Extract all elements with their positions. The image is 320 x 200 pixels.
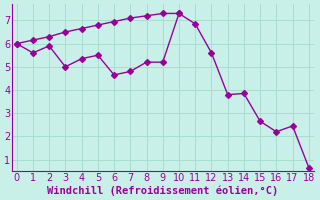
X-axis label: Windchill (Refroidissement éolien,°C): Windchill (Refroidissement éolien,°C) bbox=[47, 185, 278, 196]
